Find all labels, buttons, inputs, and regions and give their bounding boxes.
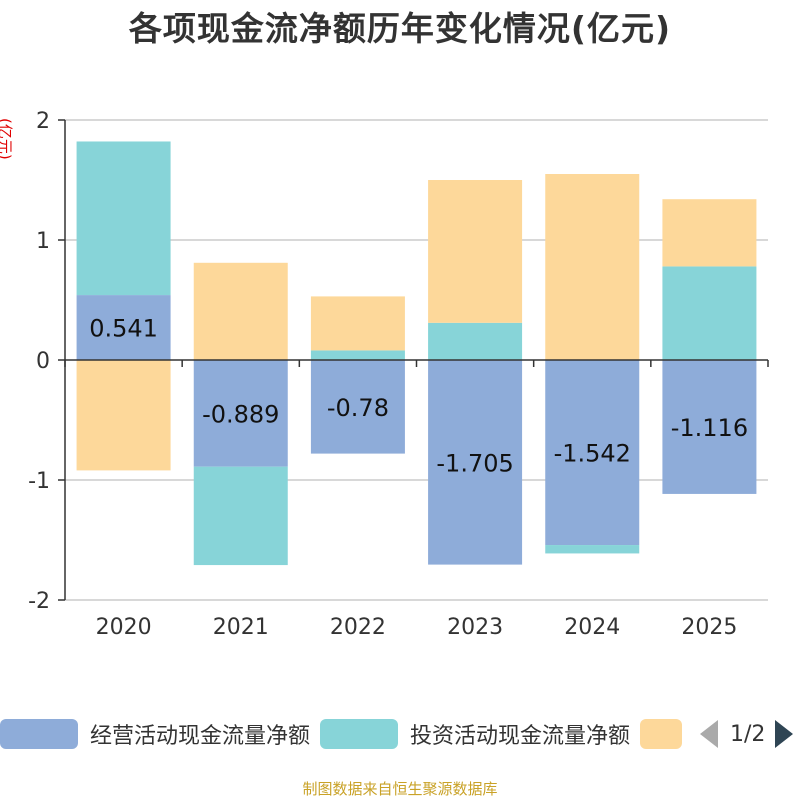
legend-prev-page-icon[interactable] [700,720,718,748]
legend-pager: 1/2 [700,712,800,756]
legend-swatch-operating [0,719,78,749]
x-tick-label-2020: 2020 [96,615,152,640]
bar-s1-2025 [662,266,757,360]
legend-label-investing: 投资活动现金流量净额 [410,724,631,749]
bar-s1-2021 [193,466,288,566]
x-tick-label-2025: 2025 [681,615,737,640]
bar-s1-2020 [76,141,171,296]
legend-label-operating: 经营活动现金流量净额 [90,724,311,749]
y-tick-label-0: 0 [36,349,50,374]
data-label-2021: -0.889 [202,400,279,428]
bar-s0-2025 [662,360,757,494]
bar-s2-2023 [428,180,523,323]
bar-s2-2022 [310,296,405,351]
x-tick-label-2022: 2022 [330,615,386,640]
legend-item-operating[interactable]: 经营活动现金流量净额 [0,712,310,756]
data-label-2023: -1.705 [436,449,513,477]
bar-s0-2024 [545,360,640,546]
data-label-2024: -1.542 [554,440,631,468]
legend-swatch-financing [640,719,682,749]
bar-s2-2021 [193,262,288,360]
y-tick-label--2: -2 [28,589,50,614]
bar-s0-2020 [76,295,171,360]
chart-plot-area: 0.541 -0.889 -0.78 -1.705 -1.542 -1.116 2 1 0 -1 -… [28,109,769,640]
y-tick-label-2: 2 [36,109,50,134]
chart-title: 各项现金流净额历年变化情况(亿元) [128,9,672,48]
legend-swatch-investing [320,719,398,749]
bar-s2-2024 [545,174,640,360]
bar-s2-2025 [662,199,757,267]
legend: 经营活动现金流量净额 投资活动现金流量净额 [0,712,800,756]
data-source-note: 制图数据来自恒生聚源数据库 [302,780,498,798]
bar-s1-2022 [310,350,405,360]
data-label-2020: 0.541 [89,315,158,343]
data-label-2025: -1.116 [671,414,748,442]
legend-page-indicator: 1/2 [730,721,766,747]
y-tick-label--1: -1 [28,469,50,494]
legend-next-page-icon[interactable] [775,720,794,748]
x-tick-label-2024: 2024 [564,615,620,640]
y-tick-label-1: 1 [36,229,50,254]
bar-s0-2022 [310,360,405,454]
bar-s2-2020 [76,360,171,471]
bar-s0-2023 [428,360,523,565]
bar-s1-2024 [545,545,640,554]
data-label-2022: -0.78 [327,394,389,422]
x-tick-label-2023: 2023 [447,615,503,640]
bar-s1-2023 [428,322,523,360]
legend-item-investing[interactable]: 投资活动现金流量净额 [320,712,630,756]
x-tick-label-2021: 2021 [213,615,269,640]
bar-s0-2021 [193,360,288,467]
legend-item-financing[interactable] [640,712,682,756]
